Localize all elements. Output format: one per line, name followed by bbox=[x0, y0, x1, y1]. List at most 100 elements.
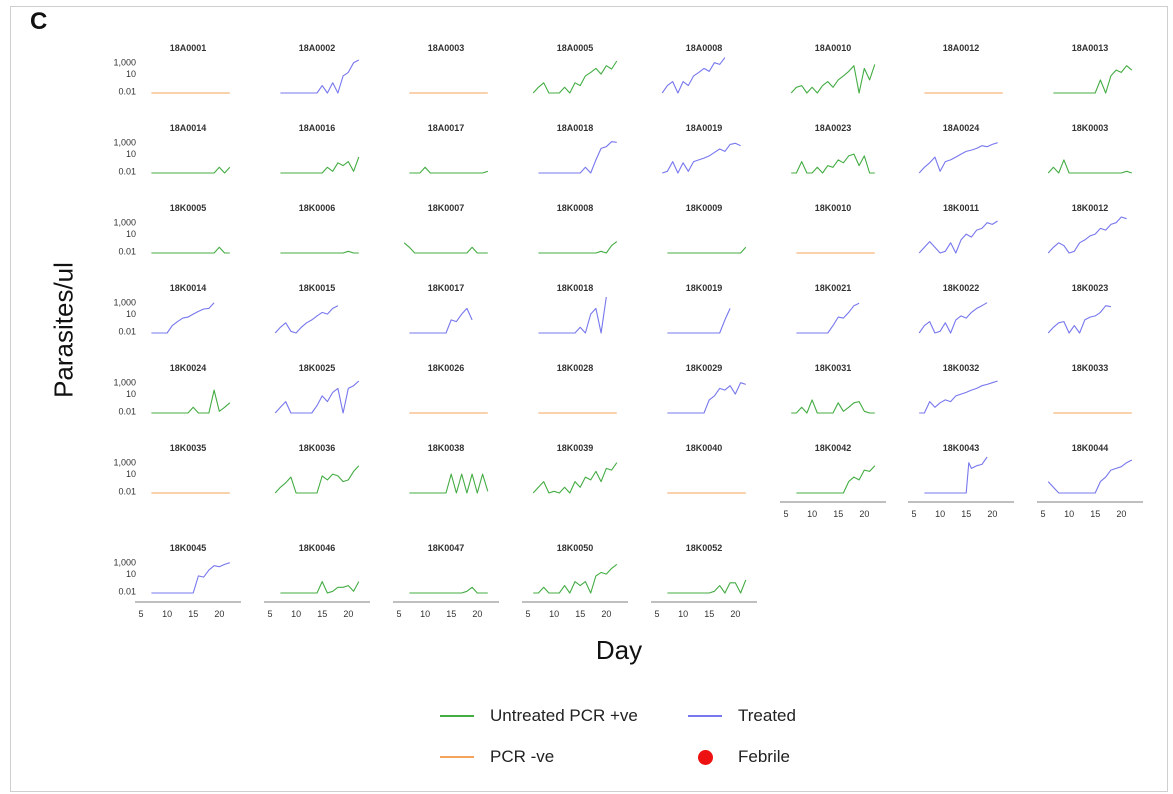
y-tick-label: 0.01 bbox=[118, 326, 136, 336]
subplot-18k0029: 18K0029 bbox=[667, 363, 746, 414]
series-line-18k0011 bbox=[918, 220, 998, 254]
subplot-title: 18K0029 bbox=[686, 363, 723, 373]
subplot-title: 18K0009 bbox=[686, 203, 723, 213]
series-line-18a0019 bbox=[662, 142, 741, 174]
subplot-18k0043: 18K0043 5 10 15 20 bbox=[908, 443, 1014, 519]
subplot-18k0025: 18K0025 bbox=[274, 363, 360, 414]
series-line-18a0024 bbox=[918, 142, 998, 174]
series-line-18a0005 bbox=[532, 60, 618, 94]
x-tick-label: 5 bbox=[783, 509, 788, 519]
figure-frame bbox=[10, 6, 1168, 792]
subplot-18k0031: 18K0031 bbox=[791, 363, 875, 414]
subplot-title: 18K0033 bbox=[1072, 363, 1109, 373]
series-line-18k0039 bbox=[532, 462, 618, 494]
x-tick-label: 5 bbox=[525, 609, 530, 619]
subplot-18k0008: 18K0008 bbox=[538, 203, 618, 254]
y-tick-label: 1,000 bbox=[113, 558, 136, 568]
y-tick-label: 10 bbox=[126, 229, 136, 239]
subplot-title: 18A0002 bbox=[299, 43, 336, 53]
x-tick-label: 15 bbox=[961, 509, 971, 519]
series-line-18k0029 bbox=[667, 382, 746, 414]
series-line-18a0018 bbox=[538, 141, 617, 174]
series-line-18k0044 bbox=[1047, 459, 1133, 494]
subplot-title: 18K0010 bbox=[815, 203, 852, 213]
y-tick-label: 10 bbox=[126, 309, 136, 319]
y-tick-label: 0.01 bbox=[118, 166, 136, 176]
series-line-18a0010 bbox=[790, 64, 876, 94]
subplot-18a0018: 18A0018 bbox=[538, 123, 617, 174]
series-line-18a0008 bbox=[661, 57, 726, 94]
y-tick-label: 10 bbox=[126, 149, 136, 159]
x-tick-label: 5 bbox=[267, 609, 272, 619]
subplot-18k0007: 18K0007 bbox=[403, 203, 488, 254]
series-line-18a0002 bbox=[280, 59, 360, 94]
subplot-18k0012: 18K0012 bbox=[1047, 203, 1127, 254]
panel-label: C bbox=[30, 8, 48, 35]
series-line-18a0017 bbox=[409, 166, 488, 174]
series-line-18k0042 bbox=[796, 465, 876, 494]
x-tick-label: 20 bbox=[601, 609, 611, 619]
subplot-18k0017: 18K0017 bbox=[409, 283, 473, 334]
subplot-title: 18K0043 bbox=[943, 443, 980, 453]
x-tick-label: 20 bbox=[343, 609, 353, 619]
x-tick-label: 10 bbox=[678, 609, 688, 619]
x-tick-label: 10 bbox=[807, 509, 817, 519]
y-tick-label: 0.01 bbox=[118, 86, 136, 96]
subplot-18k0044: 18K0044 5 10 15 20 bbox=[1037, 443, 1143, 519]
series-line-18k0047 bbox=[409, 586, 488, 594]
y-tick-label: 1,000 bbox=[113, 378, 136, 388]
subplot-title: 18A0010 bbox=[815, 43, 852, 53]
subplot-18a0019: 18A0019 bbox=[662, 123, 741, 174]
series-line-18k0008 bbox=[538, 241, 618, 254]
subplot-title: 18K0042 bbox=[815, 443, 852, 453]
x-tick-label: 5 bbox=[654, 609, 659, 619]
x-tick-label: 15 bbox=[575, 609, 585, 619]
subplot-title: 18K0011 bbox=[943, 203, 979, 213]
x-tick-label: 20 bbox=[472, 609, 482, 619]
subplot-18k0010: 18K0010 bbox=[796, 203, 875, 254]
series-line-18k0006 bbox=[280, 250, 359, 254]
subplot-18k0022: 18K0022 bbox=[918, 283, 988, 334]
subplot-title: 18K0039 bbox=[557, 443, 594, 453]
subplot-18k0015: 18K0015 bbox=[274, 283, 339, 334]
subplot-18k0050: 18K0050 5 10 15 20 bbox=[522, 543, 628, 619]
series-line-18a0013 bbox=[1053, 65, 1133, 94]
series-line-18k0024 bbox=[151, 389, 231, 414]
subplot-18k0040: 18K0040 bbox=[667, 443, 746, 494]
series-line-18k0023 bbox=[1047, 305, 1112, 334]
series-line-18k0022 bbox=[918, 302, 988, 334]
y-tick-label: 0.01 bbox=[118, 586, 136, 596]
subplot-title: 18K0028 bbox=[557, 363, 594, 373]
subplot-title: 18A0001 bbox=[170, 43, 207, 53]
x-tick-label: 20 bbox=[214, 609, 224, 619]
subplot-title: 18A0019 bbox=[686, 123, 723, 133]
series-line-18k0043 bbox=[924, 456, 988, 494]
subplot-title: 18A0016 bbox=[299, 123, 336, 133]
subplot-title: 18K0008 bbox=[557, 203, 594, 213]
subplot-title: 18K0025 bbox=[299, 363, 336, 373]
x-tick-label: 5 bbox=[911, 509, 916, 519]
subplot-18k0039: 18K0039 bbox=[532, 443, 618, 494]
subplot-title: 18K0012 bbox=[1072, 203, 1109, 213]
subplot-title: 18K0017 bbox=[428, 283, 465, 293]
subplot-title: 18K0046 bbox=[299, 543, 336, 553]
subplot-18k0052: 18K0052 5 10 15 20 bbox=[651, 543, 757, 619]
subplot-title: 18K0023 bbox=[1072, 283, 1109, 293]
subplot-title: 18K0036 bbox=[299, 443, 336, 453]
subplot-18a0003: 18A0003 bbox=[409, 43, 488, 94]
subplot-18k0021: 18K0021 bbox=[796, 283, 860, 334]
series-line-18k0031 bbox=[791, 399, 875, 414]
subplot-title: 18K0007 bbox=[428, 203, 465, 213]
x-tick-label: 5 bbox=[1040, 509, 1045, 519]
subplot-title: 18K0045 bbox=[170, 543, 207, 553]
subplot-title: 18K0047 bbox=[428, 543, 465, 553]
subplot-title: 18K0040 bbox=[686, 443, 723, 453]
series-line-18k0003 bbox=[1047, 159, 1132, 174]
series-line-18k0009 bbox=[667, 246, 747, 254]
subplot-18k0028: 18K0028 bbox=[538, 363, 617, 414]
subplot-18k0032: 18K0032 bbox=[919, 363, 998, 414]
x-tick-label: 15 bbox=[446, 609, 456, 619]
